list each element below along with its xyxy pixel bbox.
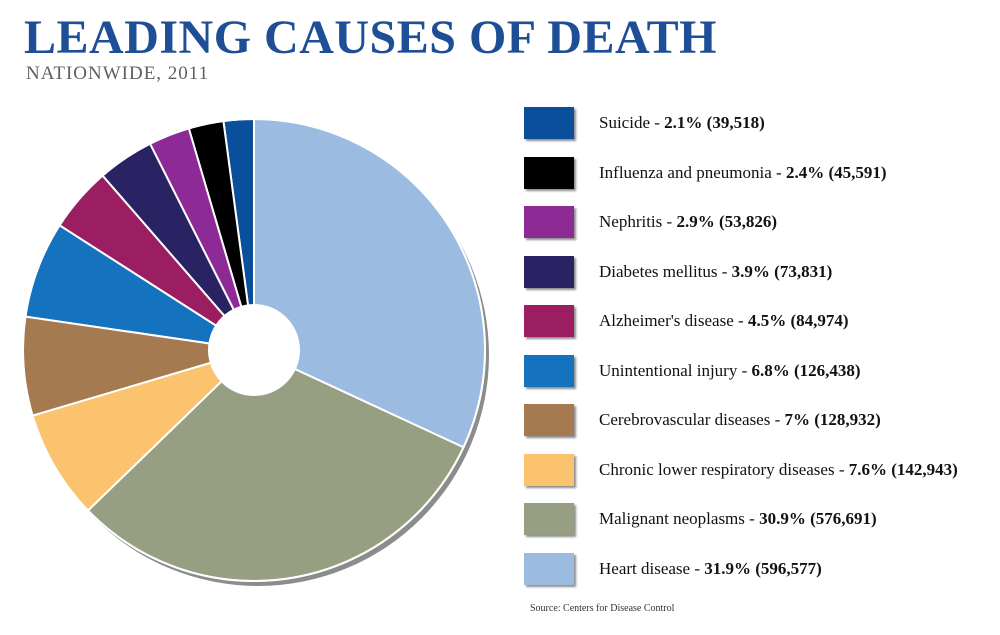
legend-category: Diabetes mellitus - <box>599 261 732 281</box>
legend-percent: 30.9% (576,691) <box>759 509 877 528</box>
legend-item: Suicide - 2.1% (39,518) <box>524 105 765 141</box>
legend-category: Cerebrovascular diseases - <box>599 410 785 429</box>
pie-rim <box>22 118 486 582</box>
legend-percent: 4.5% (84,974) <box>747 311 849 330</box>
legend-label: Influenza and pneumonia - 2.4% (45,591) <box>599 163 887 183</box>
legend-category: Malignant neoplasms - <box>599 509 760 528</box>
legend-item: Alzheimer's disease - 4.5% (84,974) <box>524 303 849 339</box>
legend-category: Heart disease - <box>599 558 705 578</box>
legend-category: Nephritis - <box>599 212 677 231</box>
legend-label: Suicide - 2.1% (39,518) <box>599 113 765 133</box>
legend-swatch <box>524 305 574 337</box>
legend-percent: 3.9% (73,831) <box>731 261 833 281</box>
pie-center-hole <box>208 304 300 396</box>
legend-category: Chronic lower respiratory diseases - <box>599 459 849 479</box>
legend-percent: 31.9% (596,577) <box>704 558 822 578</box>
legend-swatch <box>524 255 574 288</box>
legend-label: Cerebrovascular diseases - 7% (128,932) <box>599 410 881 430</box>
legend-label: Alzheimer's disease - 4.5% (84,974) <box>599 311 849 331</box>
legend-item: Nephritis - 2.9% (53,826) <box>524 204 777 240</box>
legend-item: Diabetes mellitus - 3.9% (73,831) <box>524 254 832 290</box>
legend-swatch <box>524 552 574 585</box>
legend-swatch <box>524 206 574 238</box>
legend-swatch <box>524 453 574 486</box>
legend-percent: 7.6% (142,943) <box>848 459 958 479</box>
legend-swatch <box>524 107 574 139</box>
legend-percent: 2.4% (45,591) <box>785 162 887 182</box>
legend-item: Cerebrovascular diseases - 7% (128,932) <box>524 402 881 438</box>
legend-item: Influenza and pneumonia - 2.4% (45,591) <box>524 155 887 191</box>
legend-category: Alzheimer's disease - <box>599 311 748 330</box>
legend-label: Malignant neoplasms - 30.9% (576,691) <box>599 509 877 529</box>
legend-label: Diabetes mellitus - 3.9% (73,831) <box>599 262 832 282</box>
legend-swatch <box>524 354 574 387</box>
legend-percent: 2.1% (39,518) <box>664 113 765 132</box>
legend-label: Nephritis - 2.9% (53,826) <box>599 212 777 232</box>
legend-label: Chronic lower respiratory diseases - 7.6… <box>599 460 958 480</box>
chart-title: LEADING CAUSES OF DEATH <box>24 11 717 64</box>
legend-item: Heart disease - 31.9% (596,577) <box>524 551 822 587</box>
legend-item: Unintentional injury - 6.8% (126,438) <box>524 353 861 389</box>
legend-percent: 7% (128,932) <box>784 410 881 429</box>
source-note: Source: Centers for Disease Control <box>530 603 675 614</box>
legend-percent: 2.9% (53,826) <box>676 212 778 231</box>
pie-chart <box>22 117 489 586</box>
legend-category: Unintentional injury - <box>599 360 752 380</box>
legend-swatch <box>524 404 574 436</box>
legend-category: Influenza and pneumonia - <box>599 162 786 182</box>
legend-label: Heart disease - 31.9% (596,577) <box>599 559 822 579</box>
legend-label: Unintentional injury - 6.8% (126,438) <box>599 361 861 381</box>
legend-percent: 6.8% (126,438) <box>751 360 861 380</box>
legend-category: Suicide - <box>599 113 665 132</box>
chart-subtitle: NATIONWIDE, 2011 <box>26 63 210 84</box>
legend-item: Chronic lower respiratory diseases - 7.6… <box>524 452 958 488</box>
legend-swatch <box>524 156 574 189</box>
legend-swatch <box>524 503 574 535</box>
legend-item: Malignant neoplasms - 30.9% (576,691) <box>524 501 877 537</box>
